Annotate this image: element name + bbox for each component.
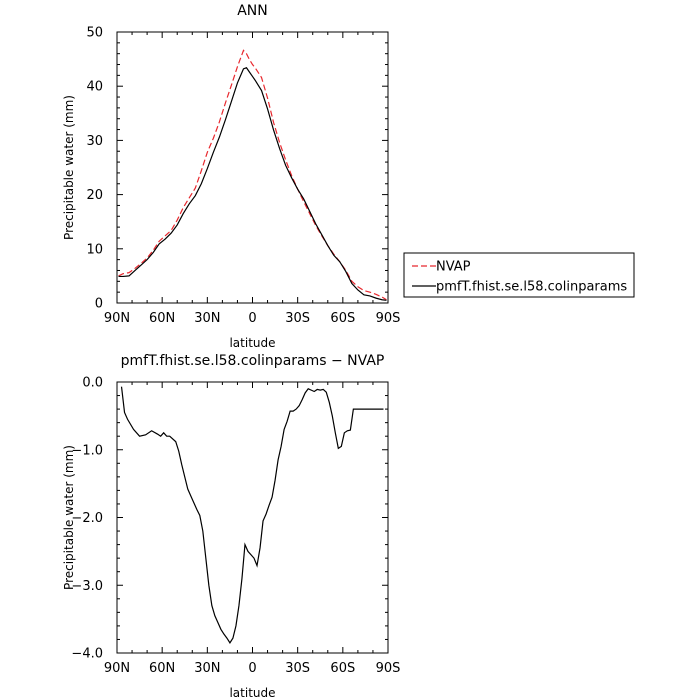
plot-frame (116, 381, 389, 654)
y-axis-label: Precipitable water (mm) (62, 95, 76, 240)
y-tick-label: 10 (86, 242, 103, 257)
x-axis-label: latitude (229, 686, 275, 700)
x-axis-label: latitude (229, 336, 275, 350)
chart-title: pmfT.fhist.se.l58.colinparams − NVAP (121, 353, 385, 369)
x-tick-label: 30N (194, 661, 220, 676)
x-tick-label: 0 (248, 661, 256, 676)
x-tick-label: 60N (149, 311, 175, 326)
y-tick-label: 0 (95, 297, 103, 312)
chart-title: ANN (237, 3, 268, 19)
x-tick-label: 90N (104, 661, 130, 676)
y-tick-label: −2.0 (71, 511, 103, 526)
y-tick-label: 0.0 (82, 376, 103, 391)
bottom-panel: 90N 60N 30N 0 30S 60S 90S 0.0 −1.0 −2.0 −3.0 −4.0 pm… (62, 353, 400, 700)
top-panel: 90N 60N 30N 0 30S 60S 90S 0 10 20 30 40 50 ANN latitud… (62, 3, 635, 350)
series-line-0 (120, 386, 384, 644)
y-tick-label: −3.0 (71, 579, 103, 594)
x-tick-label: 90N (104, 311, 130, 326)
y-tick-label: 40 (86, 80, 103, 95)
series-line-1 (118, 67, 387, 301)
y-tick-label: −1.0 (71, 443, 103, 458)
legend-box (403, 252, 635, 298)
plot-frame (116, 31, 389, 304)
legend-label: NVAP (436, 260, 471, 275)
series-line-0 (118, 49, 387, 301)
x-tick-label: 90S (376, 311, 401, 326)
legend-label: pmfT.fhist.se.l58.colinparams (436, 280, 627, 295)
y-tick-label: 50 (86, 26, 103, 41)
x-tick-label: 0 (248, 311, 256, 326)
x-tick-label: 30S (285, 311, 310, 326)
x-tick-label: 60N (149, 661, 175, 676)
x-tick-label: 30S (285, 661, 310, 676)
x-tick-label: 30N (194, 311, 220, 326)
y-tick-label: 30 (86, 134, 103, 149)
x-tick-label: 60S (330, 311, 355, 326)
y-axis-label: Precipitable water (mm) (62, 445, 76, 590)
x-tick-label: 90S (376, 661, 401, 676)
x-tick-label: 60S (330, 661, 355, 676)
legend: NVAP pmfT.fhist.se.l58.colinparams (403, 252, 635, 298)
y-tick-label: 20 (86, 188, 103, 203)
y-tick-label: −4.0 (71, 647, 103, 662)
